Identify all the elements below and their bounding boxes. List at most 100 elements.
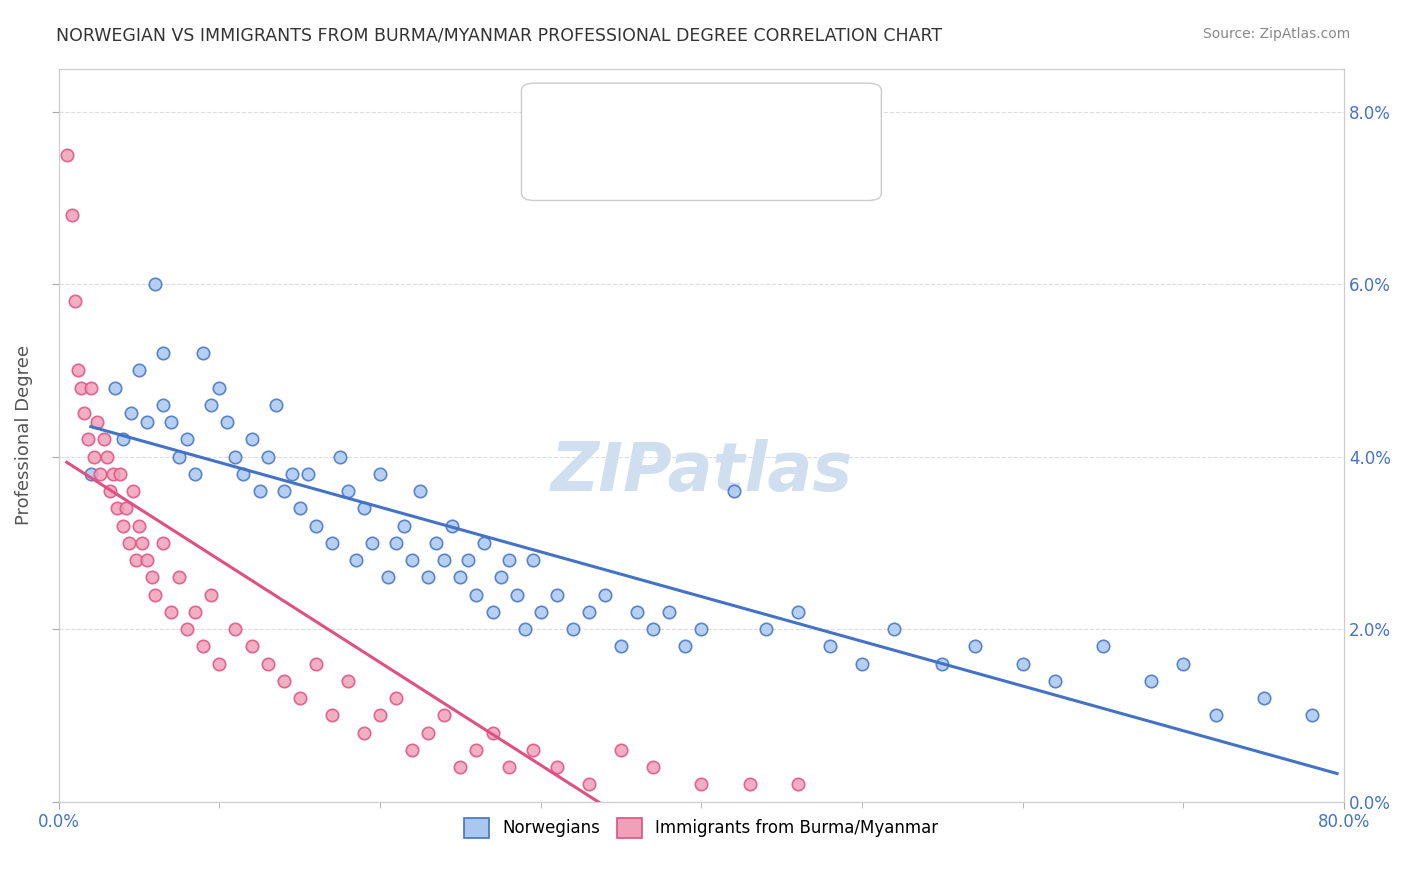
Point xyxy=(385,536,408,550)
Point xyxy=(425,536,447,550)
Point xyxy=(125,553,148,567)
Point xyxy=(264,398,287,412)
Point xyxy=(1205,708,1227,723)
Point xyxy=(465,588,488,602)
Point xyxy=(89,467,111,481)
Point xyxy=(610,743,633,757)
Point xyxy=(851,657,873,671)
Point xyxy=(1301,708,1323,723)
Point xyxy=(111,518,134,533)
Point xyxy=(433,708,456,723)
Point xyxy=(530,605,553,619)
Point xyxy=(104,381,127,395)
Point xyxy=(305,518,328,533)
Point xyxy=(513,622,536,636)
Point xyxy=(818,640,841,654)
Point xyxy=(474,536,496,550)
Point xyxy=(200,398,222,412)
Point xyxy=(1253,691,1275,706)
Point xyxy=(105,501,128,516)
Point xyxy=(578,605,600,619)
Point xyxy=(184,467,207,481)
Point xyxy=(336,484,359,499)
Point xyxy=(108,467,131,481)
Point xyxy=(60,208,83,222)
Point xyxy=(505,588,527,602)
Point xyxy=(353,725,375,739)
Point xyxy=(546,588,568,602)
Point xyxy=(297,467,319,481)
Point xyxy=(96,450,118,464)
Point xyxy=(111,433,134,447)
Point xyxy=(321,708,343,723)
Point xyxy=(433,553,456,567)
Point xyxy=(288,691,311,706)
Point xyxy=(240,433,263,447)
Point xyxy=(143,277,166,292)
Point xyxy=(522,743,544,757)
Point xyxy=(561,622,583,636)
Point xyxy=(208,657,231,671)
Point xyxy=(578,777,600,791)
Point xyxy=(465,743,488,757)
Point xyxy=(1011,657,1033,671)
Point xyxy=(392,518,415,533)
Point xyxy=(481,725,503,739)
Point xyxy=(344,553,367,567)
Point xyxy=(377,570,399,584)
Point xyxy=(449,760,471,774)
Point xyxy=(361,536,384,550)
Point xyxy=(80,467,103,481)
Point xyxy=(136,553,159,567)
Point xyxy=(98,484,121,499)
Point xyxy=(184,605,207,619)
Point xyxy=(738,777,761,791)
Point xyxy=(83,450,105,464)
Point xyxy=(128,518,150,533)
Point xyxy=(193,346,215,360)
Point xyxy=(673,640,696,654)
Point xyxy=(224,450,246,464)
Point xyxy=(55,147,77,161)
Point xyxy=(120,407,142,421)
Point xyxy=(66,363,89,377)
Point xyxy=(457,553,479,567)
Point xyxy=(73,407,96,421)
Point xyxy=(498,553,520,567)
Point xyxy=(481,605,503,619)
Point xyxy=(152,346,174,360)
Point xyxy=(143,588,166,602)
Text: ZIPatlas: ZIPatlas xyxy=(550,439,852,505)
Point xyxy=(755,622,778,636)
Point xyxy=(224,622,246,636)
Point xyxy=(305,657,328,671)
Point xyxy=(208,381,231,395)
Point xyxy=(368,708,391,723)
Point xyxy=(280,467,302,481)
Point xyxy=(883,622,905,636)
Text: Source: ZipAtlas.com: Source: ZipAtlas.com xyxy=(1202,27,1350,41)
Legend: Norwegians, Immigrants from Burma/Myanmar: Norwegians, Immigrants from Burma/Myanma… xyxy=(457,811,945,845)
Point xyxy=(329,450,352,464)
Point xyxy=(498,760,520,774)
Point xyxy=(240,640,263,654)
Point xyxy=(86,415,108,429)
Point xyxy=(103,467,125,481)
Point xyxy=(441,518,464,533)
Point xyxy=(232,467,254,481)
Point xyxy=(256,657,278,671)
Point xyxy=(152,398,174,412)
Point xyxy=(136,415,159,429)
Point xyxy=(336,673,359,688)
Point xyxy=(489,570,512,584)
Point xyxy=(786,605,808,619)
Point xyxy=(160,415,183,429)
Point xyxy=(449,570,471,584)
Point xyxy=(200,588,222,602)
Point xyxy=(546,760,568,774)
Point xyxy=(121,484,143,499)
Point xyxy=(273,484,295,499)
Point xyxy=(593,588,616,602)
Y-axis label: Professional Degree: Professional Degree xyxy=(15,345,32,525)
Point xyxy=(353,501,375,516)
